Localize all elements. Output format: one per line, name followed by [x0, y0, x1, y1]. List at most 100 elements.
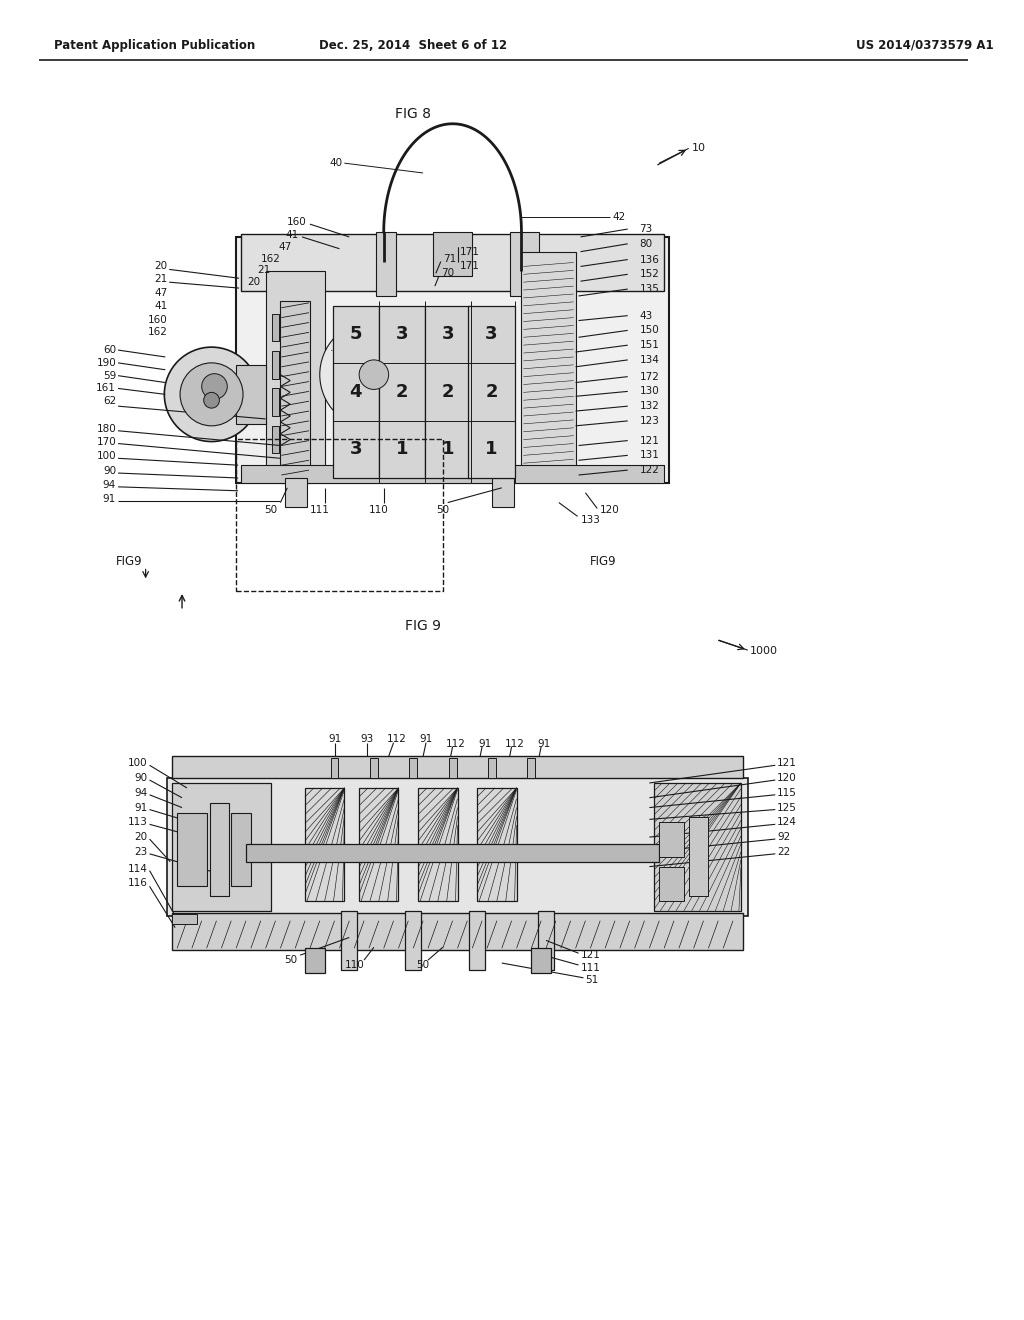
Text: 3: 3: [395, 326, 409, 343]
Bar: [539, 911, 554, 970]
Bar: [425, 306, 471, 478]
Text: 162: 162: [147, 327, 167, 338]
Text: 171: 171: [460, 247, 479, 256]
Text: 1000: 1000: [750, 647, 778, 656]
Bar: [531, 948, 551, 973]
Text: 110: 110: [344, 960, 365, 970]
Bar: [237, 236, 669, 483]
Bar: [370, 759, 378, 777]
Text: 1: 1: [395, 441, 409, 458]
Text: 113: 113: [128, 817, 147, 828]
Circle shape: [487, 351, 501, 364]
Text: 180: 180: [96, 424, 116, 434]
Bar: [488, 759, 496, 777]
Text: 135: 135: [640, 284, 659, 294]
Text: 71: 71: [442, 253, 456, 264]
Text: Dec. 25, 2014  Sheet 6 of 12: Dec. 25, 2014 Sheet 6 of 12: [319, 38, 507, 51]
Text: 5: 5: [349, 326, 361, 343]
Text: 150: 150: [640, 326, 659, 335]
Text: 170: 170: [96, 437, 116, 446]
Text: 160: 160: [147, 314, 167, 325]
Text: FIG 9: FIG 9: [406, 619, 441, 632]
Text: 120: 120: [600, 506, 620, 515]
Text: 22: 22: [777, 847, 791, 857]
Text: 161: 161: [96, 383, 116, 393]
Bar: [379, 306, 425, 478]
Bar: [167, 777, 748, 916]
Text: 94: 94: [102, 480, 116, 490]
Bar: [305, 788, 344, 902]
Text: 50: 50: [417, 960, 430, 970]
Text: 133: 133: [581, 515, 600, 525]
Bar: [659, 867, 684, 902]
Text: 91: 91: [478, 739, 492, 748]
Circle shape: [487, 330, 501, 343]
Bar: [659, 822, 684, 857]
Text: 160: 160: [287, 218, 307, 227]
Bar: [305, 948, 325, 973]
Text: 4: 4: [349, 383, 361, 401]
Bar: [468, 306, 515, 478]
Text: US 2014/0373579 A1: US 2014/0373579 A1: [856, 38, 993, 51]
Bar: [281, 301, 310, 483]
Text: 60: 60: [103, 345, 116, 355]
Bar: [341, 911, 357, 970]
Text: 51: 51: [586, 974, 599, 985]
Text: 152: 152: [640, 269, 659, 280]
Bar: [271, 426, 280, 453]
Text: 21: 21: [257, 265, 270, 276]
Text: 112: 112: [387, 734, 407, 743]
Text: 92: 92: [777, 832, 791, 842]
Text: 70: 70: [440, 268, 454, 279]
Bar: [241, 465, 665, 483]
Bar: [463, 330, 492, 399]
Text: 91: 91: [328, 734, 341, 743]
Text: 90: 90: [103, 466, 116, 477]
Circle shape: [202, 374, 227, 399]
Text: Patent Application Publication: Patent Application Publication: [54, 38, 255, 51]
Circle shape: [180, 363, 243, 426]
Bar: [654, 783, 741, 911]
Bar: [418, 788, 458, 902]
Bar: [172, 783, 270, 911]
Text: 62: 62: [102, 396, 116, 407]
Text: 114: 114: [128, 863, 147, 874]
Text: 73: 73: [640, 224, 652, 234]
Bar: [271, 388, 280, 416]
Text: 20: 20: [248, 277, 261, 288]
Text: 123: 123: [640, 416, 659, 426]
Text: 47: 47: [278, 242, 291, 252]
Bar: [333, 306, 379, 478]
Text: FIG9: FIG9: [591, 556, 617, 568]
Bar: [172, 756, 742, 777]
Bar: [172, 913, 197, 924]
Text: 171: 171: [460, 261, 479, 272]
Text: 124: 124: [777, 817, 797, 828]
Text: 10: 10: [691, 144, 706, 153]
Text: 43: 43: [640, 310, 652, 321]
Text: 3: 3: [349, 441, 361, 458]
Bar: [237, 364, 265, 424]
Text: 122: 122: [640, 465, 659, 475]
Bar: [331, 759, 339, 777]
Bar: [271, 314, 280, 341]
Bar: [271, 351, 280, 379]
Text: 162: 162: [260, 253, 281, 264]
Text: 112: 112: [505, 739, 524, 748]
Text: 131: 131: [640, 450, 659, 461]
Text: 134: 134: [640, 355, 659, 364]
Circle shape: [339, 341, 409, 409]
Text: 20: 20: [155, 261, 167, 272]
Bar: [172, 913, 742, 950]
Text: 121: 121: [640, 436, 659, 446]
Text: 50: 50: [284, 956, 297, 965]
Bar: [521, 252, 575, 469]
Text: 120: 120: [777, 774, 797, 783]
Bar: [241, 234, 665, 290]
Text: 42: 42: [612, 213, 626, 222]
Bar: [433, 232, 472, 276]
Text: 41: 41: [154, 301, 167, 310]
Bar: [286, 478, 307, 507]
Text: 136: 136: [640, 255, 659, 264]
Bar: [246, 843, 659, 862]
